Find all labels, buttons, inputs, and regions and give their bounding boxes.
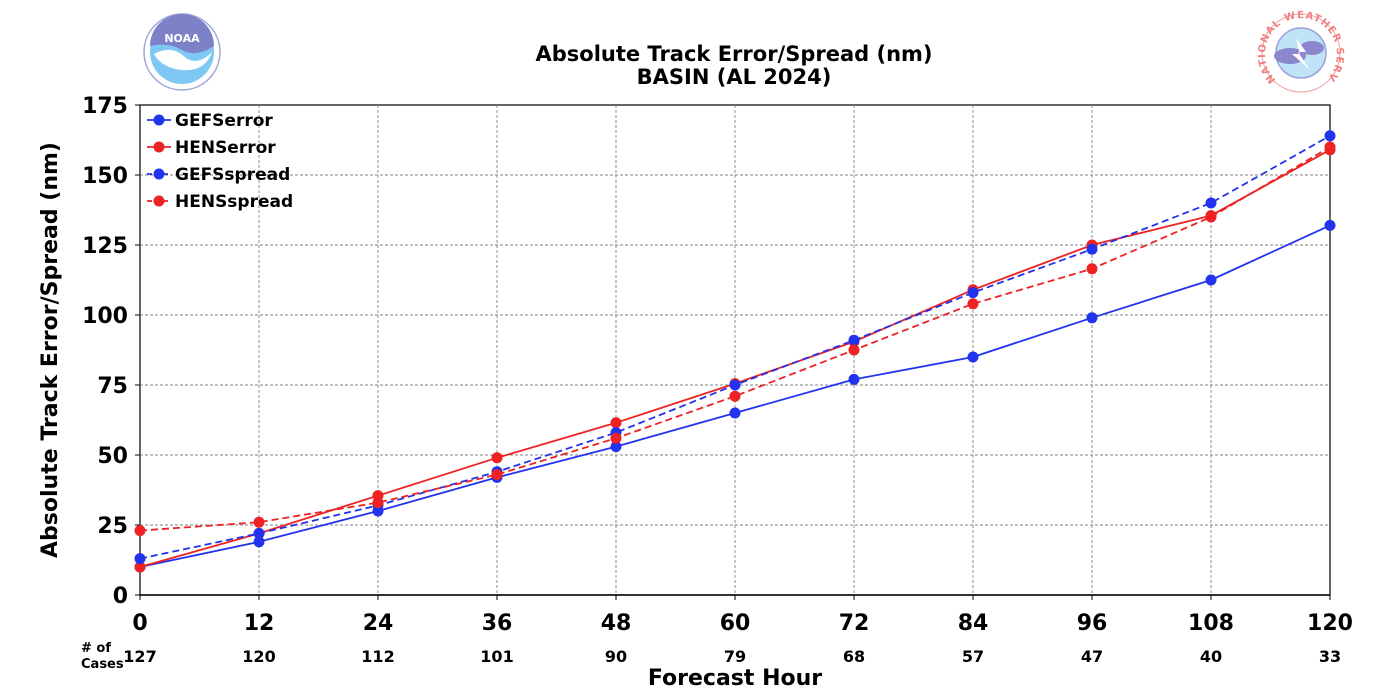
case-count: 120 (242, 647, 275, 666)
data-point-henserror (134, 561, 146, 573)
data-point-hensspread (967, 298, 979, 310)
data-point-gefsspread (1086, 243, 1098, 255)
data-point-gefserror (610, 441, 622, 453)
y-tick-label: 125 (82, 234, 128, 259)
legend: GEFSerror HENSerror GEFSspread HENSspread (147, 111, 293, 212)
y-tick-label: 75 (97, 374, 128, 399)
cases-row: 127 120 112 101 90 79 68 57 47 40 33 (123, 647, 1341, 666)
chart-subtitle: BASIN (AL 2024) (637, 65, 832, 89)
data-point-gefserror (848, 373, 860, 385)
data-point-gefsspread (848, 334, 860, 346)
x-tick-label: 0 (132, 611, 147, 636)
legend-marker (153, 114, 165, 126)
case-count: 90 (605, 647, 627, 666)
legend-label: GEFSspread (175, 165, 290, 185)
case-count: 112 (361, 647, 394, 666)
data-point-gefsspread (967, 287, 979, 299)
y-tick-label: 50 (97, 444, 128, 469)
case-count: 57 (962, 647, 984, 666)
legend-label: HENSspread (175, 192, 293, 212)
case-count: 101 (480, 647, 513, 666)
legend-marker (153, 141, 165, 153)
x-tick-label: 120 (1307, 611, 1353, 636)
legend-label: HENSerror (175, 138, 276, 158)
series-layer (134, 130, 1336, 573)
data-point-gefsspread (729, 379, 741, 391)
chart-title: Absolute Track Error/Spread (nm) (535, 42, 932, 66)
case-count: 79 (724, 647, 746, 666)
x-tick-label: 84 (958, 611, 989, 636)
grid (140, 105, 1330, 596)
data-point-gefserror (1086, 312, 1098, 324)
case-count: 33 (1319, 647, 1341, 666)
data-point-hensspread (491, 469, 503, 481)
case-count: 47 (1081, 647, 1103, 666)
data-point-hensspread (372, 497, 384, 509)
cases-label-line1: # of (81, 641, 111, 656)
legend-label: GEFSerror (175, 111, 273, 131)
data-point-gefsspread (1205, 197, 1217, 209)
x-tick-label: 96 (1077, 611, 1108, 636)
series-line-hensspread (139, 146, 1331, 532)
data-point-gefserror (967, 351, 979, 363)
y-axis-label: Absolute Track Error/Spread (nm) (38, 142, 63, 558)
y-tick-label: 100 (82, 304, 128, 329)
data-point-hensspread (1086, 263, 1098, 275)
data-point-hensspread (848, 344, 860, 356)
noaa-logo-text: NOAA (164, 32, 200, 45)
data-point-henserror (610, 417, 622, 429)
data-point-gefserror (1324, 219, 1336, 231)
y-tick-label: 175 (82, 94, 128, 119)
x-tick-label: 72 (839, 611, 870, 636)
data-point-hensspread (729, 390, 741, 402)
noaa-logo: NOAA (143, 13, 221, 91)
x-tick-label: 36 (482, 611, 513, 636)
data-point-hensspread (134, 525, 146, 537)
case-count: 40 (1200, 647, 1222, 666)
y-tick-label: 150 (82, 164, 128, 189)
x-ticks: 0 12 24 36 48 60 72 84 96 108 120 (132, 595, 1353, 636)
data-point-gefsspread (1324, 130, 1336, 142)
case-count: 127 (123, 647, 156, 666)
data-point-hensspread (610, 432, 622, 444)
y-ticks: 0 25 50 75 100 125 150 175 (82, 94, 140, 609)
x-tick-label: 24 (363, 611, 394, 636)
case-count: 68 (843, 647, 865, 666)
y-tick-label: 0 (113, 584, 128, 609)
y-tick-label: 25 (97, 514, 128, 539)
data-point-gefserror (253, 536, 265, 548)
legend-marker (153, 195, 165, 207)
data-point-hensspread (1205, 211, 1217, 223)
data-point-gefsspread (253, 527, 265, 539)
x-tick-label: 12 (244, 611, 275, 636)
x-tick-label: 108 (1188, 611, 1234, 636)
x-tick-label: 48 (601, 611, 632, 636)
data-point-hensspread (253, 516, 265, 528)
cases-label-line2: Cases (81, 657, 124, 672)
data-point-gefsspread (134, 553, 146, 565)
x-tick-label: 60 (720, 611, 751, 636)
data-point-gefserror (1205, 274, 1217, 286)
data-point-henserror (491, 452, 503, 464)
data-point-hensspread (1324, 141, 1336, 153)
legend-marker (153, 168, 165, 180)
data-point-gefserror (729, 407, 741, 419)
x-axis-label: Forecast Hour (648, 666, 822, 691)
